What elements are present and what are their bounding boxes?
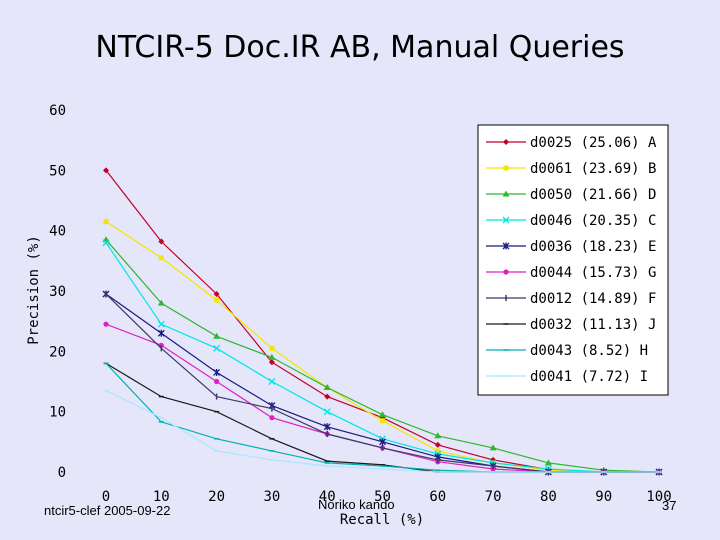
x-tick-label: 20 bbox=[208, 489, 225, 505]
legend-marker bbox=[502, 216, 510, 224]
data-point bbox=[544, 459, 552, 466]
legend-marker bbox=[503, 165, 509, 171]
data-point bbox=[157, 320, 165, 328]
legend-entry: d0043 (8.52) H bbox=[486, 343, 648, 359]
data-point bbox=[213, 332, 221, 339]
marker-stroke bbox=[102, 239, 110, 247]
data-point bbox=[269, 415, 275, 421]
data-point bbox=[158, 255, 164, 261]
data-point bbox=[157, 329, 165, 337]
chart-plot bbox=[102, 167, 663, 476]
x-tick-label: 100 bbox=[646, 489, 671, 505]
y-tick-label: 30 bbox=[49, 284, 66, 300]
marker-stroke bbox=[323, 408, 331, 416]
data-point bbox=[323, 384, 331, 391]
legend-label: d0043 (8.52) H bbox=[530, 343, 648, 359]
x-tick-label: 90 bbox=[595, 489, 612, 505]
legend-label: d0041 (7.72) I bbox=[530, 369, 648, 385]
data-point bbox=[213, 368, 221, 376]
legend-label: d0012 (14.89) F bbox=[530, 291, 656, 307]
y-tick-label: 50 bbox=[49, 163, 66, 179]
legend-entry: d0050 (21.66) D bbox=[486, 187, 656, 203]
data-point bbox=[323, 408, 331, 416]
data-point bbox=[434, 441, 441, 448]
data-point bbox=[268, 359, 275, 366]
legend-label: d0044 (15.73) G bbox=[530, 265, 656, 281]
data-point bbox=[103, 219, 109, 225]
x-tick-label: 80 bbox=[540, 489, 557, 505]
legend-entry: d0025 (25.06) A bbox=[486, 135, 657, 151]
marker-stroke bbox=[157, 320, 165, 328]
x-tick-label: 0 bbox=[102, 489, 110, 505]
data-point bbox=[157, 299, 165, 306]
legend-label: d0050 (21.66) D bbox=[530, 187, 656, 203]
y-tick-label: 10 bbox=[49, 405, 66, 421]
x-tick-label: 30 bbox=[263, 489, 280, 505]
legend-label: d0036 (18.23) E bbox=[530, 239, 656, 255]
data-point bbox=[214, 297, 220, 303]
y-tick-label: 0 bbox=[58, 465, 66, 481]
legend-marker bbox=[502, 190, 510, 197]
footer-date: ntcir5-clef 2005-09-22 bbox=[44, 503, 171, 518]
data-point bbox=[323, 423, 331, 431]
x-tick-label: 40 bbox=[319, 489, 336, 505]
legend-entry: d0046 (20.35) C bbox=[486, 213, 656, 229]
legend-marker bbox=[503, 139, 509, 145]
legend-entry: d0032 (11.13) J bbox=[486, 317, 656, 333]
legend-label: d0061 (23.69) B bbox=[530, 161, 656, 177]
data-point bbox=[269, 345, 275, 351]
y-tick-label: 40 bbox=[49, 224, 66, 240]
x-tick-label: 60 bbox=[429, 489, 446, 505]
legend-entry: d0061 (23.69) B bbox=[486, 161, 656, 177]
data-point bbox=[434, 432, 442, 439]
marker-stroke bbox=[502, 216, 510, 224]
x-axis-label: Recall (%) bbox=[340, 512, 424, 528]
legend-marker bbox=[502, 242, 510, 250]
data-point bbox=[213, 344, 221, 352]
x-tick-label: 70 bbox=[485, 489, 502, 505]
footer-author: Noriko kando bbox=[318, 497, 395, 512]
legend-label: d0025 (25.06) A bbox=[530, 135, 657, 151]
legend-entry: d0041 (7.72) I bbox=[486, 369, 648, 385]
x-tick-label: 10 bbox=[153, 489, 170, 505]
data-point bbox=[268, 378, 276, 385]
legend-label: d0046 (20.35) C bbox=[530, 213, 656, 229]
data-point bbox=[489, 444, 497, 451]
data-point bbox=[379, 438, 386, 446]
data-point bbox=[103, 321, 109, 327]
legend-marker bbox=[503, 269, 509, 275]
legend-entry: d0036 (18.23) E bbox=[486, 239, 656, 255]
x-tick-label: 50 bbox=[374, 489, 391, 505]
chart-axes: 0 10 20 30 40 50 60 0 10 20 30 40 50 60 70 80 90 100 bbox=[49, 103, 672, 505]
data-point bbox=[103, 167, 109, 174]
y-tick-label: 20 bbox=[49, 344, 66, 360]
data-point bbox=[380, 418, 385, 424]
marker-stroke bbox=[268, 378, 276, 385]
data-point bbox=[379, 411, 386, 418]
data-point bbox=[435, 448, 441, 454]
data-point bbox=[102, 236, 110, 243]
data-point bbox=[268, 353, 276, 360]
chart-legend: d0025 (25.06) A d0061 (23.69) B d0050 (21.… bbox=[477, 124, 669, 396]
data-point bbox=[490, 466, 496, 472]
series-line bbox=[105, 390, 659, 473]
legend-entry: d0044 (15.73) G bbox=[486, 265, 656, 281]
slide-title: NTCIR-5 Doc.IR AB, Manual Queries bbox=[95, 30, 625, 65]
data-point bbox=[214, 378, 220, 385]
marker-stroke bbox=[213, 344, 221, 352]
series-10 bbox=[103, 389, 662, 473]
data-point bbox=[158, 238, 165, 245]
y-axis-label: Precision (%) bbox=[26, 235, 42, 345]
legend-entry: d0012 (14.89) F bbox=[486, 291, 656, 307]
data-point bbox=[102, 239, 110, 247]
y-tick-label: 60 bbox=[49, 103, 66, 119]
data-point bbox=[324, 393, 331, 400]
legend-label: d0032 (11.13) J bbox=[530, 317, 656, 333]
page-number: 37 bbox=[662, 498, 677, 513]
data-point bbox=[213, 291, 220, 298]
